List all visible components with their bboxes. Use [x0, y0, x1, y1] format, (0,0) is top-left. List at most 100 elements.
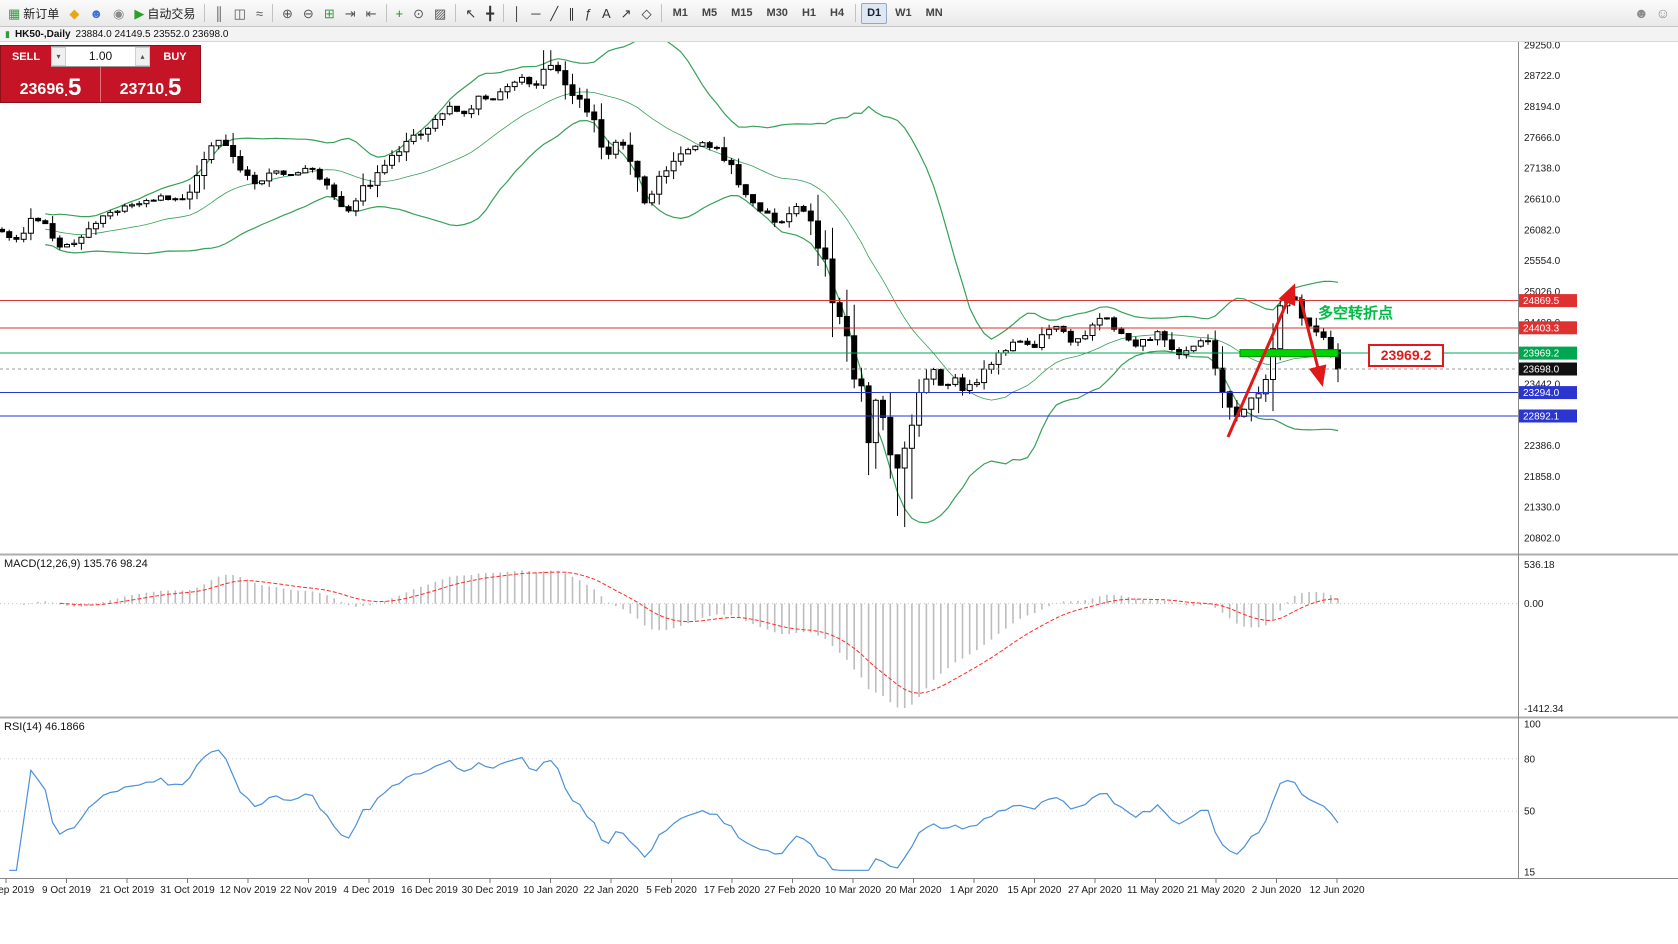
sell-button[interactable]: SELL: [1, 46, 51, 67]
timeframe-h4-button[interactable]: H4: [830, 6, 845, 19]
account-icon-button[interactable]: ◆: [64, 2, 84, 25]
timeframe-d1-button[interactable]: D1: [861, 2, 888, 24]
svg-text:26082.0: 26082.0: [1524, 225, 1561, 236]
svg-text:25 Sep 2019: 25 Sep 2019: [0, 885, 35, 896]
svg-text:16 Dec 2019: 16 Dec 2019: [401, 885, 458, 896]
price-axis[interactable]: 29250.0 28722.0 28194.0 27666.0 27138.0 26610…: [1519, 40, 1577, 545]
timeframe-m15-button[interactable]: M15: [731, 6, 753, 19]
new-order-button[interactable]: ▦ 新订单: [3, 2, 64, 25]
community-profile-icon[interactable]: ☻: [1633, 5, 1649, 21]
vertical-line-button[interactable]: │: [508, 2, 526, 25]
svg-text:31 Oct 2019: 31 Oct 2019: [160, 885, 215, 896]
svg-text:10 Jan 2020: 10 Jan 2020: [523, 885, 578, 896]
svg-text:23969.2: 23969.2: [1523, 349, 1560, 360]
price-tag: 22892.1: [1519, 409, 1577, 423]
timeframe-m5-button[interactable]: M5: [701, 6, 718, 19]
timeframe-mn-button[interactable]: MN: [925, 6, 943, 19]
sell-price-main: 23696: [19, 81, 65, 98]
svg-text:28722.0: 28722.0: [1524, 71, 1561, 82]
svg-text:10 Mar 2020: 10 Mar 2020: [825, 885, 882, 896]
bar-chart-icon: ║: [214, 5, 224, 21]
tile-windows-button[interactable]: ⊞: [319, 2, 340, 25]
price-tag: 24869.5: [1519, 294, 1577, 308]
svg-text:15: 15: [1524, 868, 1536, 879]
trendline-icon: ╱: [550, 5, 559, 21]
volume-decrease-button[interactable]: ▾: [51, 47, 66, 66]
vertical-line-icon: │: [513, 5, 522, 21]
toolbar-separator: [660, 4, 662, 22]
channel-icon: ∥: [568, 5, 575, 21]
fibonacci-button[interactable]: ƒ: [580, 2, 597, 25]
auto-scroll-button[interactable]: ⇥: [340, 2, 361, 25]
sell-price-pip: 5: [68, 73, 82, 101]
trend-arrows-layer: [1226, 283, 1327, 438]
tile-windows-icon: ⊞: [323, 5, 335, 21]
svg-text:12 Nov 2019: 12 Nov 2019: [220, 885, 277, 896]
rsi-label: RSI(14) 46.1866: [4, 721, 85, 733]
svg-text:-1412.34: -1412.34: [1524, 704, 1564, 715]
text-label-button[interactable]: A: [597, 2, 616, 25]
timeframe-m1-button[interactable]: M1: [672, 6, 688, 19]
svg-text:80: 80: [1524, 754, 1536, 765]
market-icon-button[interactable]: ◉: [108, 2, 129, 25]
chart-shift-button[interactable]: ⇤: [361, 2, 382, 25]
new-order-icon: ▦: [8, 5, 21, 21]
arrow-objects-icon: ↗: [620, 5, 632, 21]
timeframe-w1-button[interactable]: W1: [895, 6, 912, 19]
price-callout[interactable]: 23969.2: [1368, 344, 1444, 367]
panel-separators[interactable]: [0, 42, 1678, 879]
zoom-in-button[interactable]: ⊕: [277, 2, 298, 25]
svg-text:22386.0: 22386.0: [1524, 441, 1561, 452]
channel-button[interactable]: ∥: [563, 2, 580, 25]
bar-chart-button[interactable]: ║: [209, 2, 228, 25]
buy-price-main: 23710: [119, 81, 165, 98]
line-chart-button[interactable]: ≈: [251, 2, 268, 25]
candlestick-chart-button[interactable]: ◫: [229, 2, 251, 25]
timeframe-h1-button[interactable]: H1: [801, 6, 816, 19]
svg-text:12 Jun 2020: 12 Jun 2020: [1309, 885, 1364, 896]
arrow-objects-button[interactable]: ↗: [616, 2, 637, 25]
price-tag: 24403.3: [1519, 321, 1577, 335]
trendline-button[interactable]: ╱: [545, 2, 563, 25]
price-tag: 23294.0: [1519, 386, 1577, 400]
cursor-button[interactable]: ↖: [460, 2, 481, 25]
price-tag: 23969.2: [1519, 346, 1577, 360]
volume-stepper: ▾ 1.00 ▴: [51, 46, 150, 67]
svg-text:17 Feb 2020: 17 Feb 2020: [704, 885, 761, 896]
svg-text:30 Dec 2019: 30 Dec 2019: [462, 885, 519, 896]
horizontal-lines-layer: [0, 300, 1518, 417]
text-label-icon: A: [601, 5, 611, 21]
periods-button[interactable]: ⊙: [408, 2, 429, 25]
svg-text:0.00: 0.00: [1524, 599, 1544, 610]
autotrading-button-label: 自动交易: [147, 6, 196, 21]
crosshair-icon: ╋: [486, 5, 495, 21]
new-order-button-label: 新订单: [23, 6, 60, 21]
macd-panel: 536.18 0.00 -1412.34: [0, 560, 1564, 715]
shapes-button[interactable]: ◇: [637, 2, 657, 25]
community-icon-button[interactable]: ☻: [84, 2, 108, 25]
toolbar-separator: [503, 4, 505, 22]
chart-surface[interactable]: [0, 42, 1518, 878]
horizontal-line-button[interactable]: ─: [526, 2, 545, 25]
timeframe-m30-button[interactable]: M30: [766, 6, 788, 19]
buy-price[interactable]: 23710. 5: [101, 67, 200, 102]
chart-annotation-text: 多空转折点: [1318, 305, 1394, 322]
account-icon-icon: ◆: [69, 5, 80, 21]
macd-label: MACD(12,26,9) 135.76 98.24: [4, 558, 148, 570]
autotrading-button[interactable]: ▶ 自动交易: [129, 2, 200, 25]
sell-price[interactable]: 23696. 5: [1, 67, 101, 102]
svg-text:11 May 2020: 11 May 2020: [1127, 885, 1185, 896]
volume-value[interactable]: 1.00: [88, 49, 113, 63]
templates-button[interactable]: ▨: [429, 2, 451, 25]
volume-increase-button[interactable]: ▴: [135, 47, 150, 66]
toolbar-separator: [855, 4, 857, 22]
indicators-button[interactable]: +: [391, 2, 409, 25]
crosshair-button[interactable]: ╋: [481, 2, 499, 25]
buy-button[interactable]: BUY: [150, 46, 200, 67]
time-axis[interactable]: 25 Sep 2019 9 Oct 2019 21 Oct 2019 31 Oct 2…: [0, 878, 1365, 896]
sell-price-dot: .: [64, 83, 69, 99]
chat-icon[interactable]: ☺: [1655, 5, 1670, 21]
auto-scroll-icon: ⇥: [344, 5, 356, 21]
zoom-out-button[interactable]: ⊖: [298, 2, 319, 25]
